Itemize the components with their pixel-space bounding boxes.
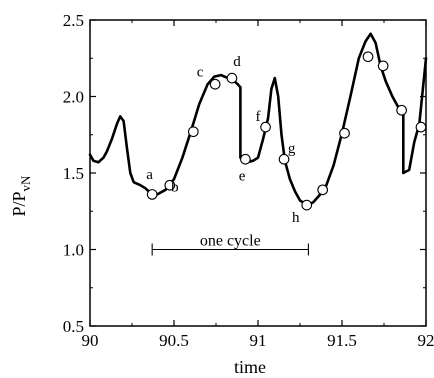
data-point-marker <box>362 51 374 63</box>
data-point-marker <box>301 199 313 211</box>
tick-layer: 90 90.5 91 91.5 92 0.5 1.0 1.5 2.0 2.5 <box>63 11 434 350</box>
y-axis-title: P/PvN <box>9 175 33 217</box>
x-tick-label: 90.5 <box>159 331 189 350</box>
y-axis-title-main: P/P <box>9 191 29 216</box>
data-point-marker <box>278 153 290 165</box>
y-tick-label: 0.5 <box>63 317 84 336</box>
data-point-marker <box>226 72 238 84</box>
point-label-g: g <box>288 141 296 157</box>
x-tick-label: 91.5 <box>327 331 357 350</box>
marker-layer <box>146 51 427 211</box>
point-label-e: e <box>239 169 246 185</box>
x-axis-title: time <box>234 357 266 377</box>
point-label-a: a <box>146 167 153 183</box>
cycle-span-label: one cycle <box>200 233 261 250</box>
data-point-marker <box>317 184 329 196</box>
x-tick-label: 92 <box>418 331 434 350</box>
point-label-h: h <box>292 210 300 226</box>
data-point-marker <box>339 127 350 139</box>
data-point-marker <box>415 121 427 133</box>
point-label-f: f <box>256 109 261 125</box>
plot-area <box>89 19 427 327</box>
data-point-marker <box>209 78 221 90</box>
x-tick-label: 91 <box>250 331 267 350</box>
y-tick-label: 1.5 <box>63 164 84 183</box>
annotation-layer: a b c d e f g h one cycle <box>146 54 309 256</box>
x-tick-label: 90 <box>82 331 99 350</box>
point-label-c: c <box>197 65 204 81</box>
series-layer <box>88 32 428 207</box>
data-point-marker <box>260 121 271 133</box>
point-label-d: d <box>233 54 241 70</box>
y-tick-label: 2.0 <box>63 88 84 107</box>
y-axis-title-subscript: vN <box>18 175 33 192</box>
data-point-marker <box>240 153 251 165</box>
data-point-marker <box>377 60 389 72</box>
point-label-b: b <box>171 179 179 195</box>
data-point-marker <box>396 104 407 116</box>
series-line <box>88 32 428 207</box>
y-tick-label: 2.5 <box>63 11 84 30</box>
plot-frame <box>89 19 427 327</box>
y-tick-label: 1.0 <box>63 241 84 260</box>
data-point-marker <box>146 189 158 200</box>
data-point-marker <box>164 179 176 191</box>
data-point-marker <box>187 126 199 138</box>
